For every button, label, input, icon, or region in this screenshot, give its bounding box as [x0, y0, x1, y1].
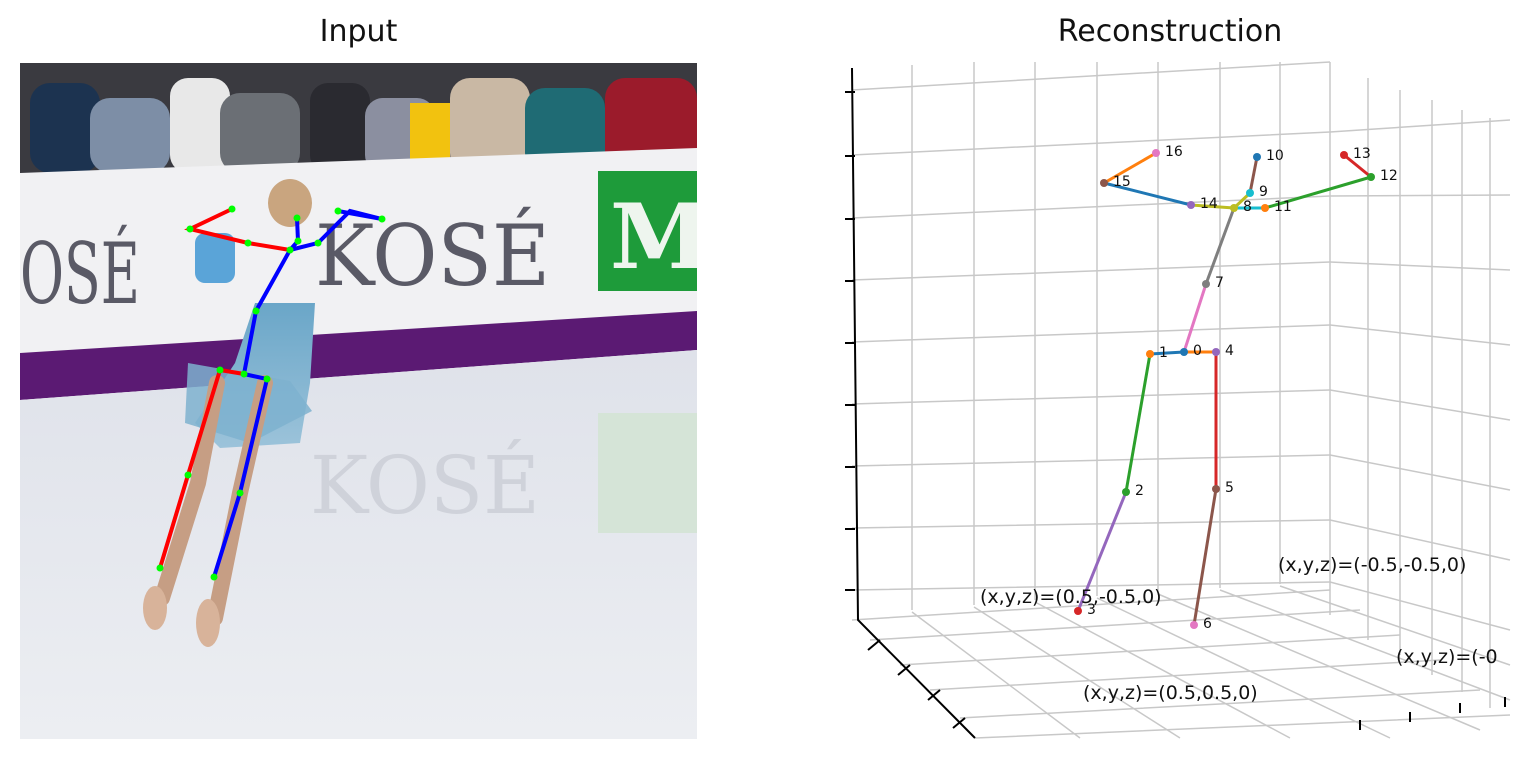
reflection-text: KOSÉ — [310, 438, 540, 532]
joint-label-8: 8 — [1243, 199, 1252, 215]
skater-arm-sleeve — [195, 233, 235, 283]
spectator — [220, 93, 300, 173]
skater-head — [268, 179, 312, 227]
joint-label-3: 3 — [1087, 602, 1096, 618]
joint-label-7: 7 — [1215, 275, 1224, 291]
green-logo-box — [598, 171, 697, 291]
joint-label-10: 10 — [1266, 148, 1284, 164]
left-hip-bone — [219, 368, 245, 376]
joint-marker-9 — [1246, 189, 1254, 197]
joint-label-14: 14 — [1200, 196, 1218, 212]
corner-label: (x,y,z)=(-0 — [1396, 646, 1498, 668]
bone-12-13 — [1343, 153, 1372, 179]
reconstruction-panel-title: Reconstruction — [1057, 14, 1283, 49]
bone-7-8 — [1204, 207, 1236, 285]
bone-0-7 — [1182, 283, 1208, 353]
right-arm-bone — [289, 208, 383, 252]
joint-label-16: 16 — [1165, 144, 1183, 160]
joint-label-15: 15 — [1113, 174, 1131, 190]
x-axis-ticks — [1359, 697, 1506, 730]
y-axis-ticks — [867, 639, 966, 729]
input-panel-title: Input — [319, 14, 398, 49]
spectator — [310, 83, 370, 173]
banner-text-left: OSÉ — [20, 225, 140, 323]
joint-label-1: 1 — [1159, 345, 1168, 361]
rink-board — [20, 148, 697, 353]
bone-11-12 — [1264, 175, 1372, 210]
z-axis-ticks — [845, 91, 855, 591]
green-logo-reflection — [598, 413, 697, 533]
bone-9-10 — [1248, 156, 1259, 194]
joint-marker-15 — [1100, 179, 1108, 187]
joint-marker-8 — [1230, 204, 1238, 212]
joint-marker-7 — [1202, 280, 1210, 288]
spectator — [450, 78, 530, 173]
3d-bones — [1076, 151, 1372, 626]
input-image: OSÉ KOSÉ M KOSÉ — [20, 63, 697, 739]
bone-5-6 — [1192, 488, 1218, 626]
right-leg-bone — [212, 372, 270, 578]
2d-skeleton-overlay — [156, 205, 386, 581]
z-axis-line — [851, 67, 976, 739]
joint-marker-11 — [1261, 204, 1269, 212]
joint-marker-6 — [1190, 621, 1198, 629]
left-arm-bone — [184, 207, 291, 252]
banner-text-right: KOSÉ — [315, 207, 550, 305]
bone-15-16 — [1103, 151, 1157, 185]
joint-label-13: 13 — [1353, 146, 1371, 162]
skate-boot — [196, 599, 220, 647]
3d-grid — [845, 61, 1511, 739]
joint-marker-12 — [1367, 173, 1375, 181]
skater-leg — [154, 375, 225, 606]
joint-marker-1 — [1146, 350, 1154, 358]
joint-label-2: 2 — [1135, 483, 1144, 499]
spectator — [170, 78, 230, 173]
corner-label: (x,y,z)=(0.5,-0.5,0) — [980, 586, 1162, 608]
bone-8-14 — [1190, 203, 1235, 210]
joint-label-5: 5 — [1225, 480, 1234, 496]
joint-marker-10 — [1253, 153, 1261, 161]
joint-marker-14 — [1187, 201, 1195, 209]
joint-label-11: 11 — [1274, 199, 1292, 215]
skate-boot — [143, 586, 167, 630]
corner-label: (x,y,z)=(0.5,0.5,0) — [1083, 682, 1258, 704]
spectator — [30, 83, 100, 173]
corner-label: (x,y,z)=(-0.5,-0.5,0) — [1278, 554, 1466, 576]
input-image-panel: OSÉ KOSÉ M KOSÉ — [20, 63, 697, 739]
joint-label-6: 6 — [1203, 616, 1212, 632]
bone-0-1 — [1149, 350, 1185, 356]
corner-labels: (x,y,z)=(0.5,-0.5,0) (x,y,z)=(-0.5,-0.5,0… — [980, 554, 1498, 704]
bone-1-2 — [1124, 353, 1152, 493]
joint-label-9: 9 — [1259, 184, 1268, 200]
joint-marker-16 — [1152, 149, 1160, 157]
joint-marker-5 — [1212, 485, 1220, 493]
bone-14-15 — [1103, 181, 1192, 207]
joint-label-4: 4 — [1225, 343, 1234, 359]
joint-label-0: 0 — [1193, 343, 1202, 359]
spectator — [525, 88, 605, 173]
joint-marker-13 — [1340, 151, 1348, 159]
joint-marker-0 — [1180, 348, 1188, 356]
banner-logo-letter: M — [610, 184, 697, 290]
bone-2-3 — [1076, 491, 1128, 612]
joint-marker-4 — [1212, 348, 1220, 356]
joint-label-12: 12 — [1380, 168, 1398, 184]
joint-marker-3 — [1074, 607, 1082, 615]
spectator — [90, 98, 170, 173]
joint-marker-2 — [1122, 488, 1130, 496]
2d-joint-markers — [156, 205, 386, 581]
ice-surface — [20, 350, 697, 739]
